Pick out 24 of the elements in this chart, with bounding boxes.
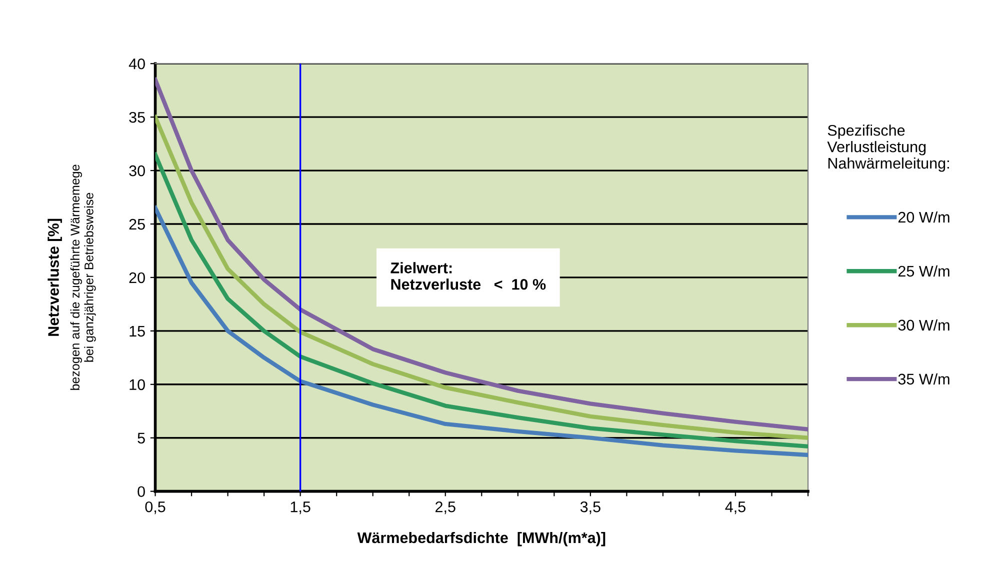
x-tick-label: 0,5 <box>145 501 166 514</box>
y-tick-label: 30 <box>129 165 145 176</box>
text: bei ganzjähriger Betriebsweise <box>84 192 96 362</box>
y-tick-label: 10 <box>130 379 145 390</box>
text: bezogen auf die zugeführte Wärmemege <box>70 164 82 390</box>
legend-label: 35 W/m <box>898 373 950 385</box>
y-tick-label: 5 <box>138 432 145 444</box>
annotation: Zielwert: Netzverluste < 10 % <box>390 262 546 290</box>
y-tick-label: 25 <box>129 218 145 230</box>
legend-label: 20 W/m <box>898 211 950 223</box>
x-axis-title: Wärmebedarfsdichte [MWh/(m*a)] <box>357 532 606 546</box>
x-tick-label: 1,5 <box>290 502 310 514</box>
y-tick-label: 35 <box>129 112 145 123</box>
y-tick-label: 20 <box>129 272 145 284</box>
y-tick-label: 15 <box>130 326 145 337</box>
y-axis-title: Netzverluste [%] <box>48 218 62 336</box>
y-tick-label: 0 <box>138 486 145 498</box>
y-tick-label: 40 <box>128 58 145 70</box>
x-tick-label: 3,5 <box>580 501 600 514</box>
legend-label: 30 W/m <box>898 319 950 331</box>
legend-label: 25 W/m <box>898 265 950 277</box>
x-tick-label: 2,5 <box>436 501 456 514</box>
x-tick-label: 4,5 <box>725 502 746 514</box>
legend-title: Spezifische Verlustleistung Nahwärmeleitung: <box>827 124 949 172</box>
